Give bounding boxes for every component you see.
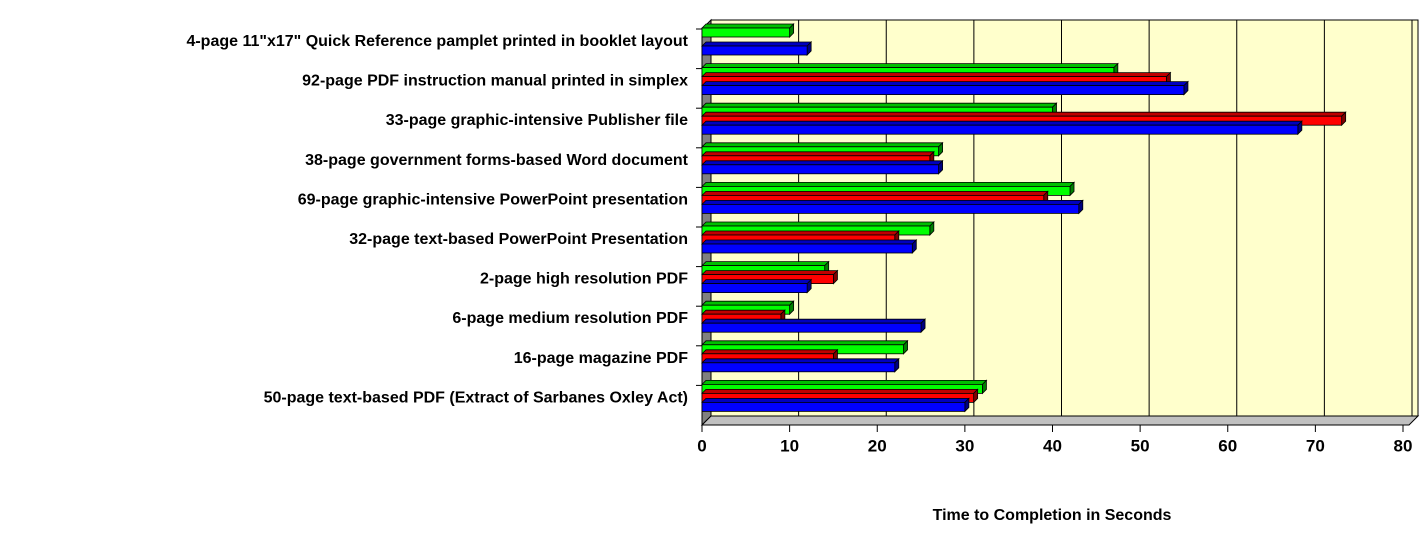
bar-top — [701, 379, 988, 385]
y-tick-label: 92-page PDF instruction manual printed i… — [302, 73, 688, 90]
bar-top — [701, 41, 813, 47]
bar-top — [701, 199, 1084, 205]
bar-top — [701, 151, 935, 157]
x-tick-label: 10 — [780, 436, 799, 455]
bar — [701, 85, 1185, 95]
bar-top — [701, 23, 795, 29]
bar-top — [701, 397, 970, 403]
bar — [701, 45, 808, 56]
bar-top — [701, 358, 900, 364]
y-tick-label: 50-page text-based PDF (Extract of Sarba… — [264, 389, 688, 406]
bar-top — [701, 181, 1075, 187]
x-tick-label: 30 — [955, 436, 974, 455]
bar-top — [701, 160, 944, 166]
bar — [701, 401, 966, 412]
y-tick-label: 32-page text-based PowerPoint Presentati… — [349, 231, 688, 248]
bar-top — [701, 120, 1303, 126]
x-tick-label: 40 — [1043, 436, 1062, 455]
x-tick-label: 50 — [1131, 436, 1150, 455]
bar-top — [701, 239, 918, 245]
bar-top — [701, 190, 1049, 196]
y-tick-label: 4-page 11"x17" Quick Reference pamplet p… — [186, 33, 688, 50]
bar — [701, 283, 808, 294]
bar-top — [701, 279, 813, 285]
bar-top — [701, 340, 909, 346]
y-tick-label: 69-page graphic-intensive PowerPoint pre… — [298, 191, 688, 208]
bar — [701, 362, 896, 373]
bar-top — [701, 81, 1189, 86]
bar — [701, 243, 913, 254]
x-tick-label: 70 — [1306, 436, 1325, 455]
y-tick-label: 2-page high resolution PDF — [480, 271, 688, 288]
bar-top — [701, 102, 1058, 108]
x-tick-label: 0 — [697, 436, 706, 455]
bar-top — [701, 300, 795, 306]
floor — [700, 415, 1420, 426]
bar-top — [701, 318, 927, 324]
y-tick-label: 16-page magazine PDF — [514, 350, 689, 367]
bar-top — [701, 221, 935, 227]
x-tick-label: 80 — [1394, 436, 1413, 455]
y-tick-label: 38-page government forms-based Word docu… — [305, 152, 689, 169]
bar — [701, 124, 1299, 135]
bar-top — [701, 388, 979, 394]
bar-top — [701, 270, 839, 276]
x-tick-label: 20 — [868, 436, 887, 455]
bar-top — [701, 309, 786, 315]
bar-top — [701, 142, 944, 148]
bar — [701, 322, 922, 333]
bar-top — [701, 111, 1347, 117]
bar — [701, 27, 791, 38]
y-tick-label: 6-page medium resolution PDF — [452, 310, 688, 327]
x-axis-title: Time to Completion in Seconds — [933, 507, 1172, 524]
bar-top — [701, 72, 1172, 77]
x-tick-label: 60 — [1218, 436, 1237, 455]
bar-top — [701, 63, 1119, 68]
bar — [701, 164, 939, 175]
bar-top — [701, 261, 830, 267]
bar-top — [701, 349, 839, 355]
bar — [701, 203, 1080, 214]
y-tick-label: 33-page graphic-intensive Publisher file — [386, 112, 688, 129]
bar-top — [701, 230, 900, 236]
